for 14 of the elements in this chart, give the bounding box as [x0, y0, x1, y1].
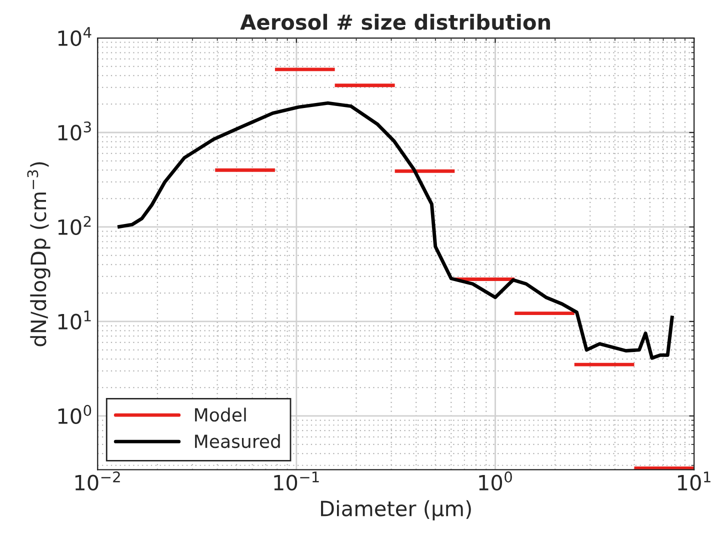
- chart-title: Aerosol # size distribution: [240, 14, 550, 30]
- y-tick-label: 10$^{3}$: [58, 121, 91, 141]
- y-tick-label: 10$^{4}$: [58, 27, 92, 46]
- y-tick-label: 10$^{1}$: [58, 310, 91, 330]
- y-tick-label: 10$^{0}$: [58, 404, 92, 424]
- y-tick-label: 10$^{2}$: [58, 216, 91, 236]
- x-axis-title: Diameter (μm): [321, 500, 471, 520]
- legend-label: Model: [195, 408, 246, 422]
- x-tick-label: 10$^{1}$: [678, 472, 710, 491]
- x-tick-label: 10$^{−2}$: [75, 471, 120, 491]
- legend-label: Measured: [195, 434, 280, 448]
- x-tick-label: 10$^{−1}$: [274, 472, 319, 491]
- y-axis-title: dN/dlogDp (cm$^{−3}$): [27, 162, 50, 346]
- x-tick-label: 10$^{0}$: [479, 471, 512, 491]
